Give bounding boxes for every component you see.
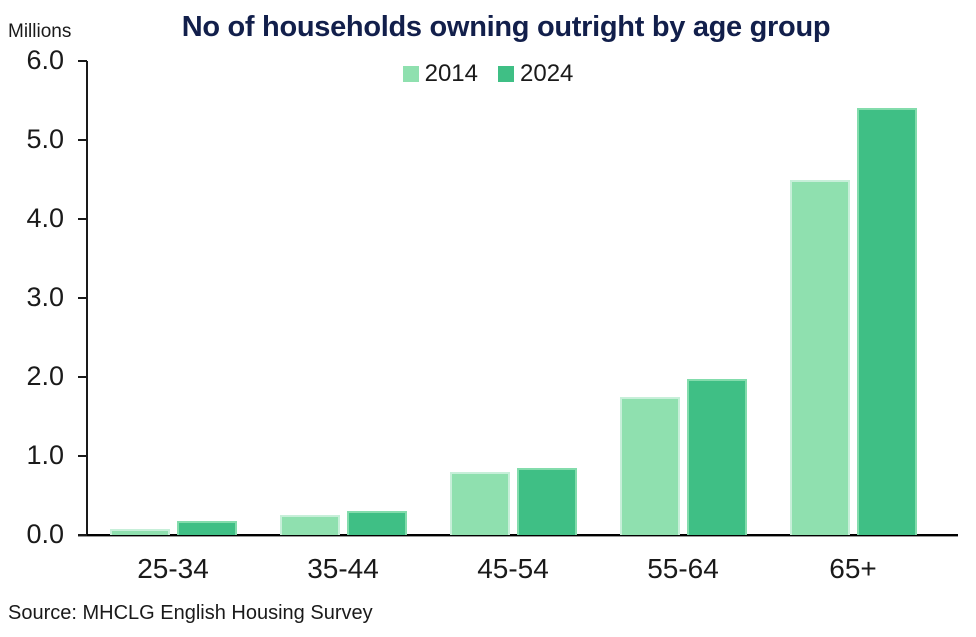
bar-2024-65+ (856, 108, 917, 535)
y-tick-0.0 (78, 534, 87, 536)
legend-swatch-2014 (402, 66, 419, 82)
legend-label-2024: 2024 (520, 60, 574, 87)
legend-swatch-2024 (498, 66, 514, 82)
y-tick-label-5.0: 5.0 (26, 124, 64, 154)
y-tick-label-0.0: 0.0 (26, 519, 64, 549)
y-tick-6.0 (78, 60, 87, 62)
bar-2024-35-44 (346, 511, 407, 535)
bar-2014-45-54 (449, 471, 510, 535)
bar-2024-25-34 (176, 520, 237, 535)
bar-2024-45-54 (516, 467, 577, 535)
y-tick-1.0 (78, 455, 87, 457)
x-label-25-34: 25-34 (137, 553, 209, 584)
bar-group-65+ (768, 61, 938, 535)
y-axis-unit-label: Millions (8, 21, 72, 42)
y-tick-label-4.0: 4.0 (26, 203, 64, 233)
bar-group-45-54 (428, 61, 598, 535)
y-tick-label-1.0: 1.0 (26, 440, 64, 470)
x-label-65+: 65+ (829, 553, 877, 584)
y-tick-label-6.0: 6.0 (26, 45, 64, 75)
legend-item-2024: 2024 (498, 60, 573, 88)
y-tick-label-2.0: 2.0 (26, 361, 64, 391)
y-tick-2.0 (78, 376, 87, 378)
source-note: Source: MHCLG English Housing Survey (8, 602, 373, 624)
bar-group-55-64 (598, 61, 768, 535)
legend-item-2014: 2014 (402, 60, 478, 88)
bar-group-25-34 (88, 61, 258, 535)
bar-2024-55-64 (686, 379, 747, 535)
chart-title: No of households owning outright by age … (181, 11, 831, 43)
x-label-45-54: 45-54 (477, 553, 549, 584)
bar-2014-55-64 (619, 396, 680, 535)
bar-2014-65+ (789, 179, 850, 535)
plot-area (88, 61, 938, 535)
y-tick-3.0 (78, 297, 87, 299)
y-tick-5.0 (78, 139, 87, 141)
bar-2014-25-34 (109, 528, 170, 535)
bar-group-35-44 (258, 61, 428, 535)
x-axis-line (78, 534, 958, 537)
legend: 2014 2024 (0, 60, 976, 88)
x-label-35-44: 35-44 (307, 553, 379, 584)
bar-2014-35-44 (279, 515, 340, 535)
x-label-55-64: 55-64 (647, 553, 719, 584)
y-tick-4.0 (78, 218, 87, 220)
legend-label-2014: 2014 (424, 60, 478, 87)
x-axis-labels: 25-34 35-44 45-54 55-64 65+ (88, 553, 938, 585)
y-axis-line (86, 61, 88, 536)
y-tick-label-3.0: 3.0 (26, 282, 64, 312)
